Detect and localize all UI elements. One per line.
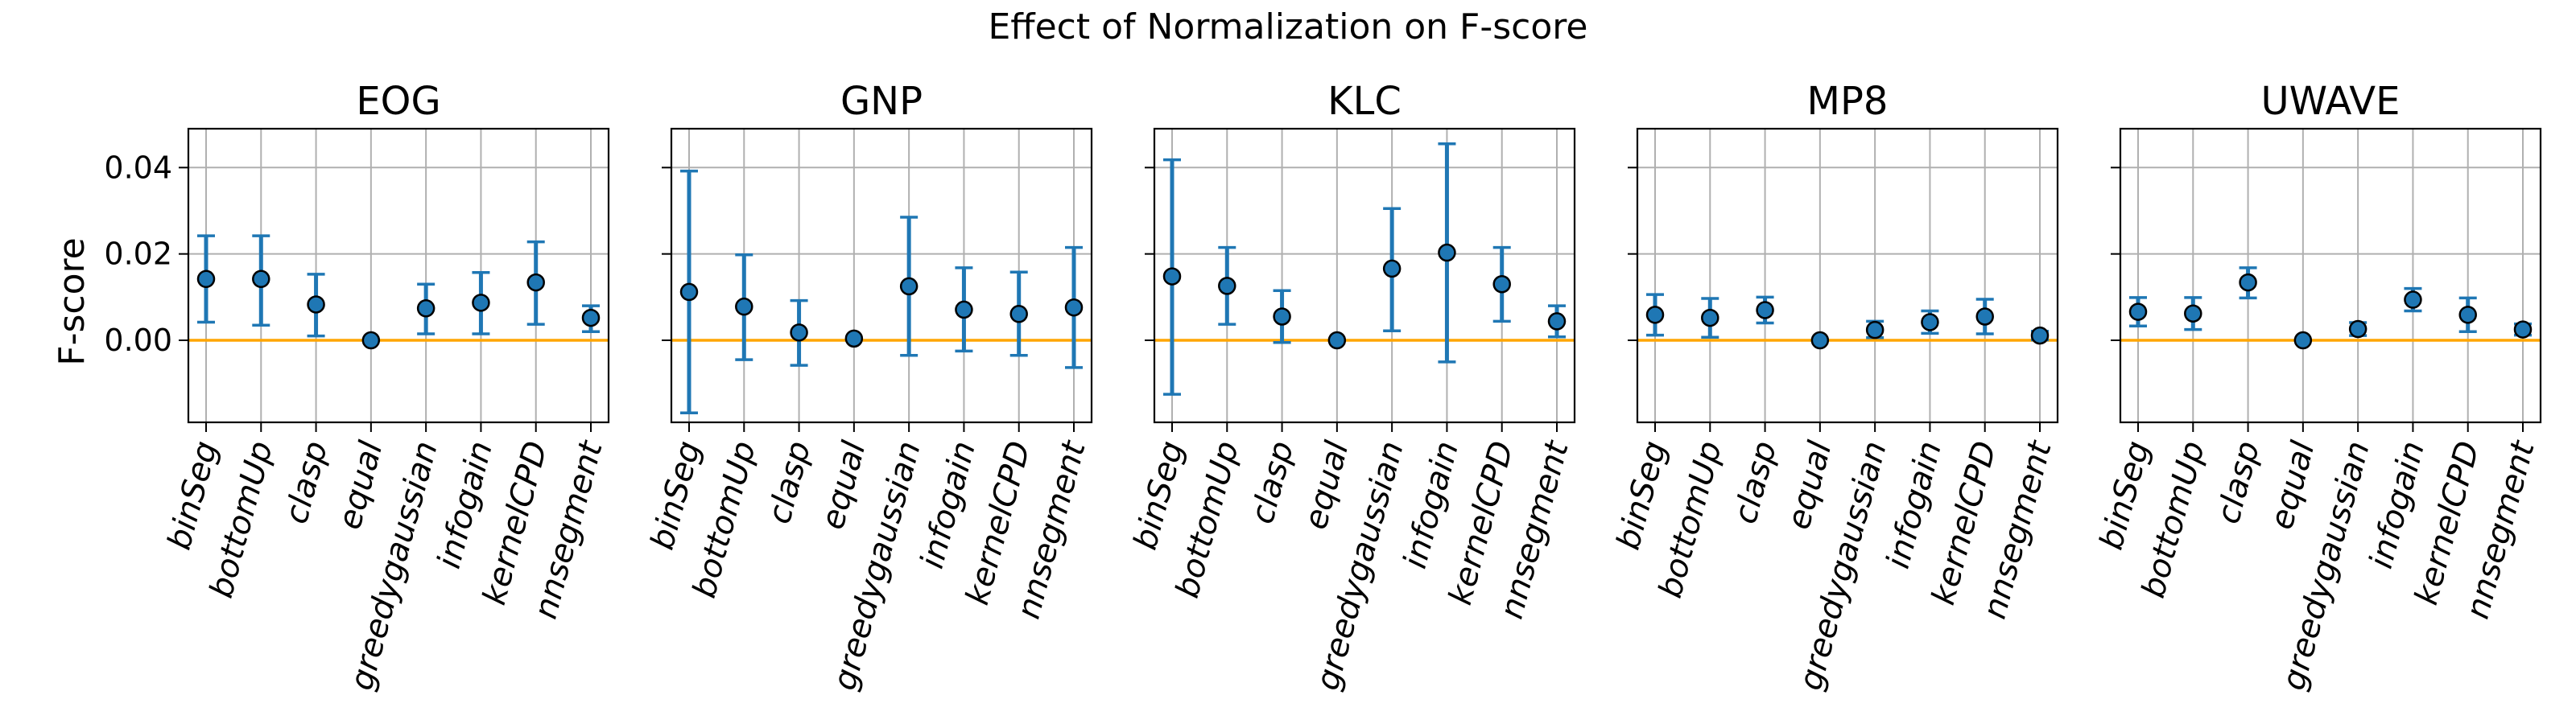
point-binSeg [1162, 267, 1182, 286]
point-greedygaussian [2348, 319, 2368, 339]
x-tick-label-equal: equal [1780, 438, 1839, 533]
x-tick-label-binSeg: binSeg [644, 438, 708, 553]
point-greedygaussian [1382, 259, 1402, 278]
point-binSeg [679, 282, 699, 302]
panel-title: GNP [840, 79, 923, 124]
point-clasp [790, 323, 808, 342]
y-tick-label: 0.02 [104, 237, 172, 272]
point-infogain [2404, 290, 2422, 309]
figure-suptitle: Effect of Normalization on F-score [989, 6, 1588, 47]
point-equal [361, 331, 381, 350]
point-bottomUp [1701, 308, 1719, 327]
point-greedygaussian [899, 277, 919, 296]
plot-frame [187, 127, 610, 424]
x-tick-label-equal: equal [2263, 438, 2322, 533]
point-nnsegment [1064, 298, 1084, 317]
point-infogain [472, 294, 490, 312]
point-kernelCPD [2458, 306, 2477, 324]
point-bottomUp [1218, 277, 1236, 295]
point-infogain [1438, 243, 1456, 262]
point-kernelCPD [1975, 307, 1994, 326]
panel-eog: 0.000.020.04binSegbottomUpclaspequalgree… [104, 79, 610, 694]
panel-title: MP8 [1807, 79, 1889, 124]
panel-uwave: binSegbottomUpclaspequalgreedygaussianin… [2093, 79, 2542, 694]
point-nnsegment [1547, 312, 1567, 331]
x-tick-label-equal: equal [1297, 438, 1356, 533]
x-tick-label-clasp: clasp [1244, 438, 1301, 528]
point-nnsegment [581, 308, 601, 327]
point-kernelCPD [526, 273, 545, 292]
plot-frame [1636, 127, 2059, 424]
point-equal [1327, 331, 1347, 350]
point-kernelCPD [1492, 274, 1511, 294]
panel-gnp: binSegbottomUpclaspequalgreedygaussianin… [644, 79, 1093, 694]
x-tick-label-clasp: clasp [761, 438, 818, 528]
point-nnsegment [2513, 320, 2533, 339]
x-tick-label-binSeg: binSeg [2093, 438, 2157, 553]
point-equal [844, 329, 864, 348]
point-clasp [307, 295, 325, 314]
point-binSeg [2128, 302, 2148, 321]
point-equal [1810, 331, 1830, 350]
point-infogain [1921, 313, 1939, 331]
y-tick-label: 0.04 [104, 150, 172, 185]
panel-mp8: binSegbottomUpclaspequalgreedygaussianin… [1610, 79, 2059, 694]
point-infogain [955, 300, 973, 319]
y-tick-label: 0.00 [104, 323, 172, 358]
point-binSeg [1645, 306, 1665, 324]
point-bottomUp [735, 297, 753, 316]
x-tick-label-binSeg: binSeg [1610, 438, 1674, 553]
point-bottomUp [2184, 304, 2202, 323]
y-axis-label: F-score [52, 237, 93, 365]
x-tick-label-binSeg: binSeg [161, 438, 225, 553]
point-binSeg [196, 269, 216, 289]
plot-frame [2119, 127, 2542, 424]
point-bottomUp [252, 269, 270, 289]
panel-title: UWAVE [2261, 79, 2401, 124]
x-tick-label-equal: equal [814, 438, 873, 533]
point-greedygaussian [1865, 320, 1885, 339]
panel-title: KLC [1327, 79, 1402, 124]
x-tick-label-binSeg: binSeg [1127, 438, 1191, 553]
point-greedygaussian [416, 299, 436, 318]
point-clasp [2239, 273, 2257, 292]
plot-frame [670, 127, 1093, 424]
panel-klc: binSegbottomUpclaspequalgreedygaussianin… [1127, 79, 1576, 694]
point-equal [2293, 331, 2313, 350]
x-tick-label-clasp: clasp [278, 438, 335, 528]
plot-frame [1153, 127, 1576, 424]
point-nnsegment [2030, 326, 2050, 345]
panel-title: EOG [356, 79, 440, 124]
x-tick-label-clasp: clasp [2210, 438, 2267, 528]
panels-group: 0.00 0.02 0.04 binSegbottomUpclaspequalgree… [104, 79, 2542, 694]
point-clasp [1273, 307, 1291, 326]
point-kernelCPD [1009, 305, 1028, 323]
x-tick-label-equal: equal [331, 438, 390, 533]
x-tick-label-clasp: clasp [1727, 438, 1784, 528]
point-clasp [1756, 301, 1774, 319]
